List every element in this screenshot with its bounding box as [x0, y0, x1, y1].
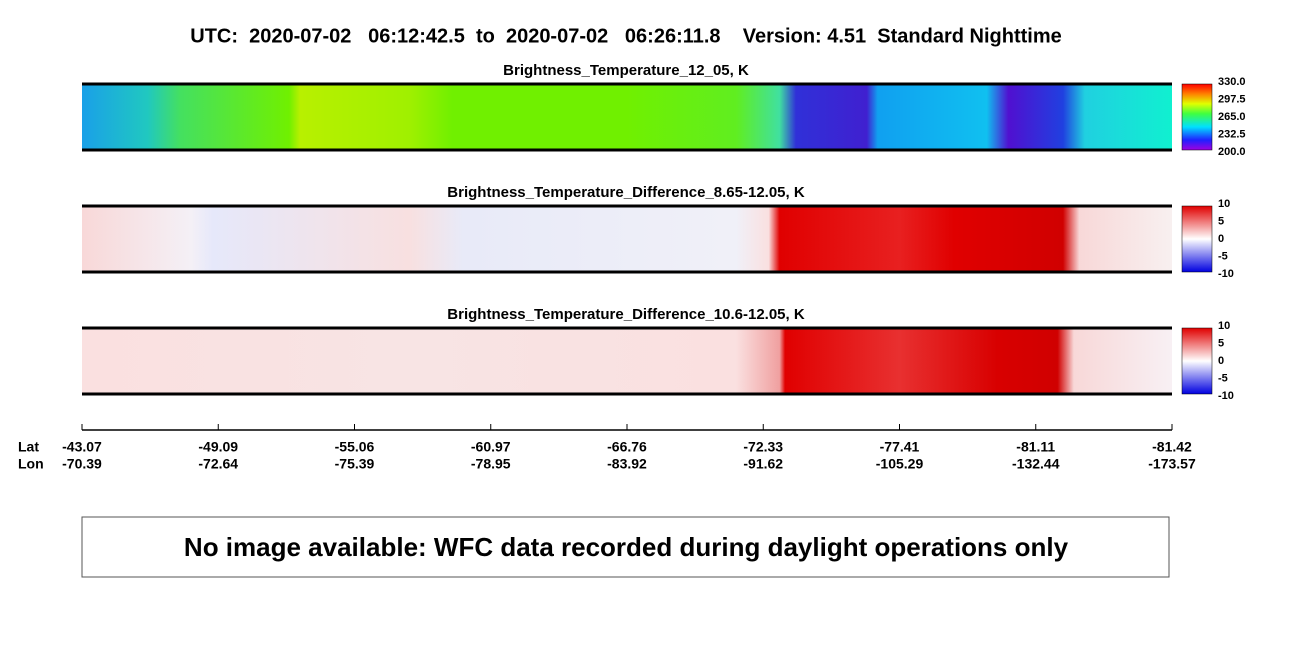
lon-tick-label: -78.95 [471, 456, 511, 472]
colorbar-tick-label: 5 [1218, 215, 1224, 227]
lat-tick-label: -43.07 [62, 439, 102, 455]
lon-tick-label: -75.39 [335, 456, 375, 472]
lon-tick-label: -91.62 [743, 456, 783, 472]
colorbar-tick-label: 297.5 [1218, 93, 1246, 105]
colorbar-tick-label: 265.0 [1218, 111, 1246, 123]
colorbar-tick-label: 330.0 [1218, 76, 1246, 88]
lat-label: Lat [18, 439, 39, 455]
lon-tick-label: -83.92 [607, 456, 647, 472]
panel-title: Brightness_Temperature_Difference_8.65-1… [447, 184, 805, 201]
title: UTC: 2020-07-02 06:12:42.5 to 2020-07-02… [190, 25, 1062, 47]
panel-image [82, 84, 1172, 150]
lon-tick-label: -173.57 [1148, 456, 1196, 472]
lat-tick-label: -77.41 [880, 439, 920, 455]
panel-title: Brightness_Temperature_12_05, K [503, 62, 749, 79]
colorbar [1181, 327, 1213, 395]
lat-tick-label: -66.76 [607, 439, 647, 455]
lon-label: Lon [18, 456, 44, 472]
lon-tick-label: -105.29 [876, 456, 924, 472]
lon-tick-label: -132.44 [1012, 456, 1060, 472]
colorbar-tick-label: 232.5 [1218, 128, 1246, 140]
panel-image [82, 206, 1172, 272]
lon-tick-label: -72.64 [198, 456, 238, 472]
panel-title: Brightness_Temperature_Difference_10.6-1… [447, 306, 805, 323]
colorbar-tick-label: 10 [1218, 320, 1230, 332]
colorbar-tick-label: -5 [1218, 250, 1228, 262]
lat-tick-label: -60.97 [471, 439, 511, 455]
lon-tick-label: -70.39 [62, 456, 102, 472]
colorbar-tick-label: -10 [1218, 268, 1234, 280]
colorbar-tick-label: -5 [1218, 372, 1228, 384]
colorbar-tick-label: 0 [1218, 233, 1224, 245]
colorbar [1181, 205, 1213, 273]
message-box [81, 516, 1170, 578]
lat-tick-label: -55.06 [335, 439, 375, 455]
colorbar-tick-label: 10 [1218, 198, 1230, 210]
message: No image available: WFC data recorded du… [184, 532, 1069, 562]
panel-image [82, 328, 1172, 394]
colorbar-tick-label: -10 [1218, 390, 1234, 402]
colorbar-tick-label: 5 [1218, 337, 1224, 349]
lat-tick-label: -72.33 [743, 439, 783, 455]
colorbar [1181, 83, 1213, 151]
lat-tick-label: -81.42 [1152, 439, 1192, 455]
lat-tick-label: -49.09 [198, 439, 238, 455]
colorbar-tick-label: 0 [1218, 355, 1224, 367]
lat-tick-label: -81.11 [1016, 439, 1055, 455]
colorbar-tick-label: 200.0 [1218, 146, 1246, 158]
